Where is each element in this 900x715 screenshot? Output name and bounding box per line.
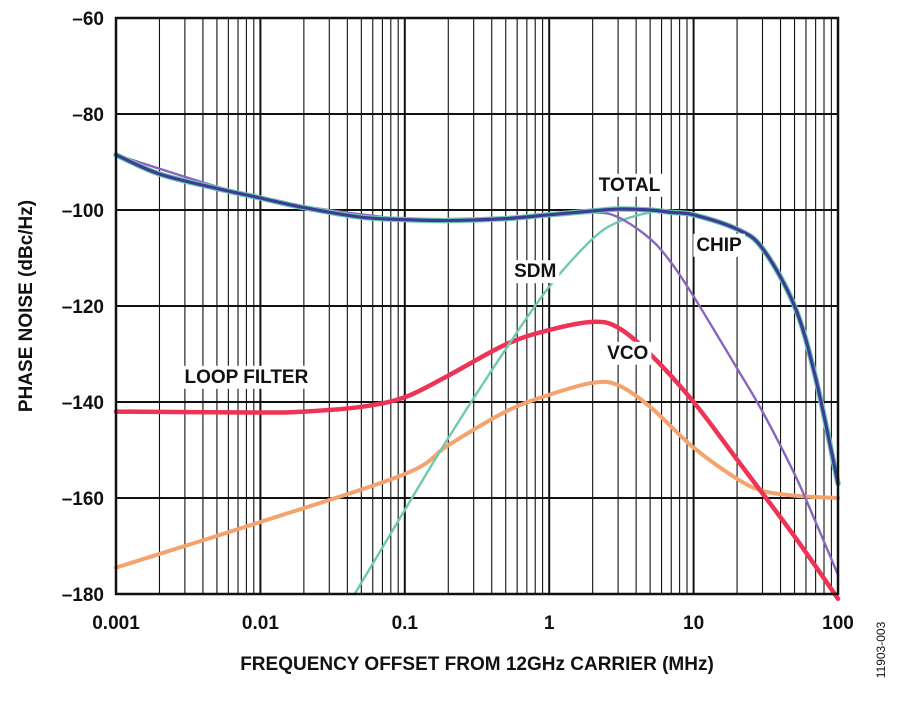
- series-label-chip: CHIP: [693, 233, 746, 257]
- series-layer: [113, 152, 841, 602]
- x-tick-label: 1: [544, 613, 555, 634]
- y-tick-label: –140: [62, 393, 104, 414]
- series-line-vco: [114, 379, 840, 570]
- x-tick-label: 0.1: [392, 613, 419, 634]
- series-label-text: CHIP: [696, 235, 742, 256]
- series-label-vco: VCO: [604, 341, 652, 365]
- figure-id: 11903-003: [874, 621, 888, 678]
- series-label-sdm: SDM: [511, 260, 560, 284]
- y-tick-label: –160: [62, 489, 104, 510]
- series-label-background: [693, 233, 746, 257]
- x-axis-title: FREQUENCY OFFSET FROM 12GHz CARRIER (MHz…: [240, 654, 714, 675]
- x-tick-label: 0.01: [242, 613, 279, 634]
- series-line-loop-filter: [113, 319, 841, 602]
- series-label-text: LOOP FILTER: [184, 367, 308, 388]
- y-axis-title: PHASE NOISE (dBc/Hz): [16, 200, 37, 412]
- series-line-total: [114, 153, 840, 486]
- series-label-background: [181, 365, 312, 389]
- series-label-loop-filter: LOOP FILTER: [181, 365, 312, 389]
- y-tick-label: –120: [62, 297, 104, 318]
- y-tick-label: –180: [62, 585, 104, 606]
- y-tick-label: –80: [72, 105, 104, 126]
- y-tick-label: –100: [62, 201, 104, 222]
- x-tick-label: 10: [683, 613, 704, 634]
- series-label-text: TOTAL: [599, 175, 661, 196]
- grid-layer: [116, 18, 838, 594]
- x-tick-label: 0.001: [92, 613, 140, 634]
- tick-label-layer: 0.001 0.01 0.1 1 10 100 –60 –80 –100 –120 –140 –160…: [62, 9, 854, 634]
- series-label-background: [511, 260, 560, 284]
- series-label-background: [595, 173, 664, 197]
- x-tick-label: 100: [822, 613, 854, 634]
- series-label-total: TOTAL: [595, 173, 664, 197]
- series-label-text: VCO: [607, 343, 648, 364]
- plot-frame: [114, 16, 840, 596]
- series-label-background: [604, 341, 652, 365]
- series-label-layer: TOTAL CHIP SDM LOOP FILTER VCO: [181, 173, 746, 389]
- y-tick-label: –60: [72, 9, 104, 30]
- series-label-text: SDM: [514, 261, 556, 282]
